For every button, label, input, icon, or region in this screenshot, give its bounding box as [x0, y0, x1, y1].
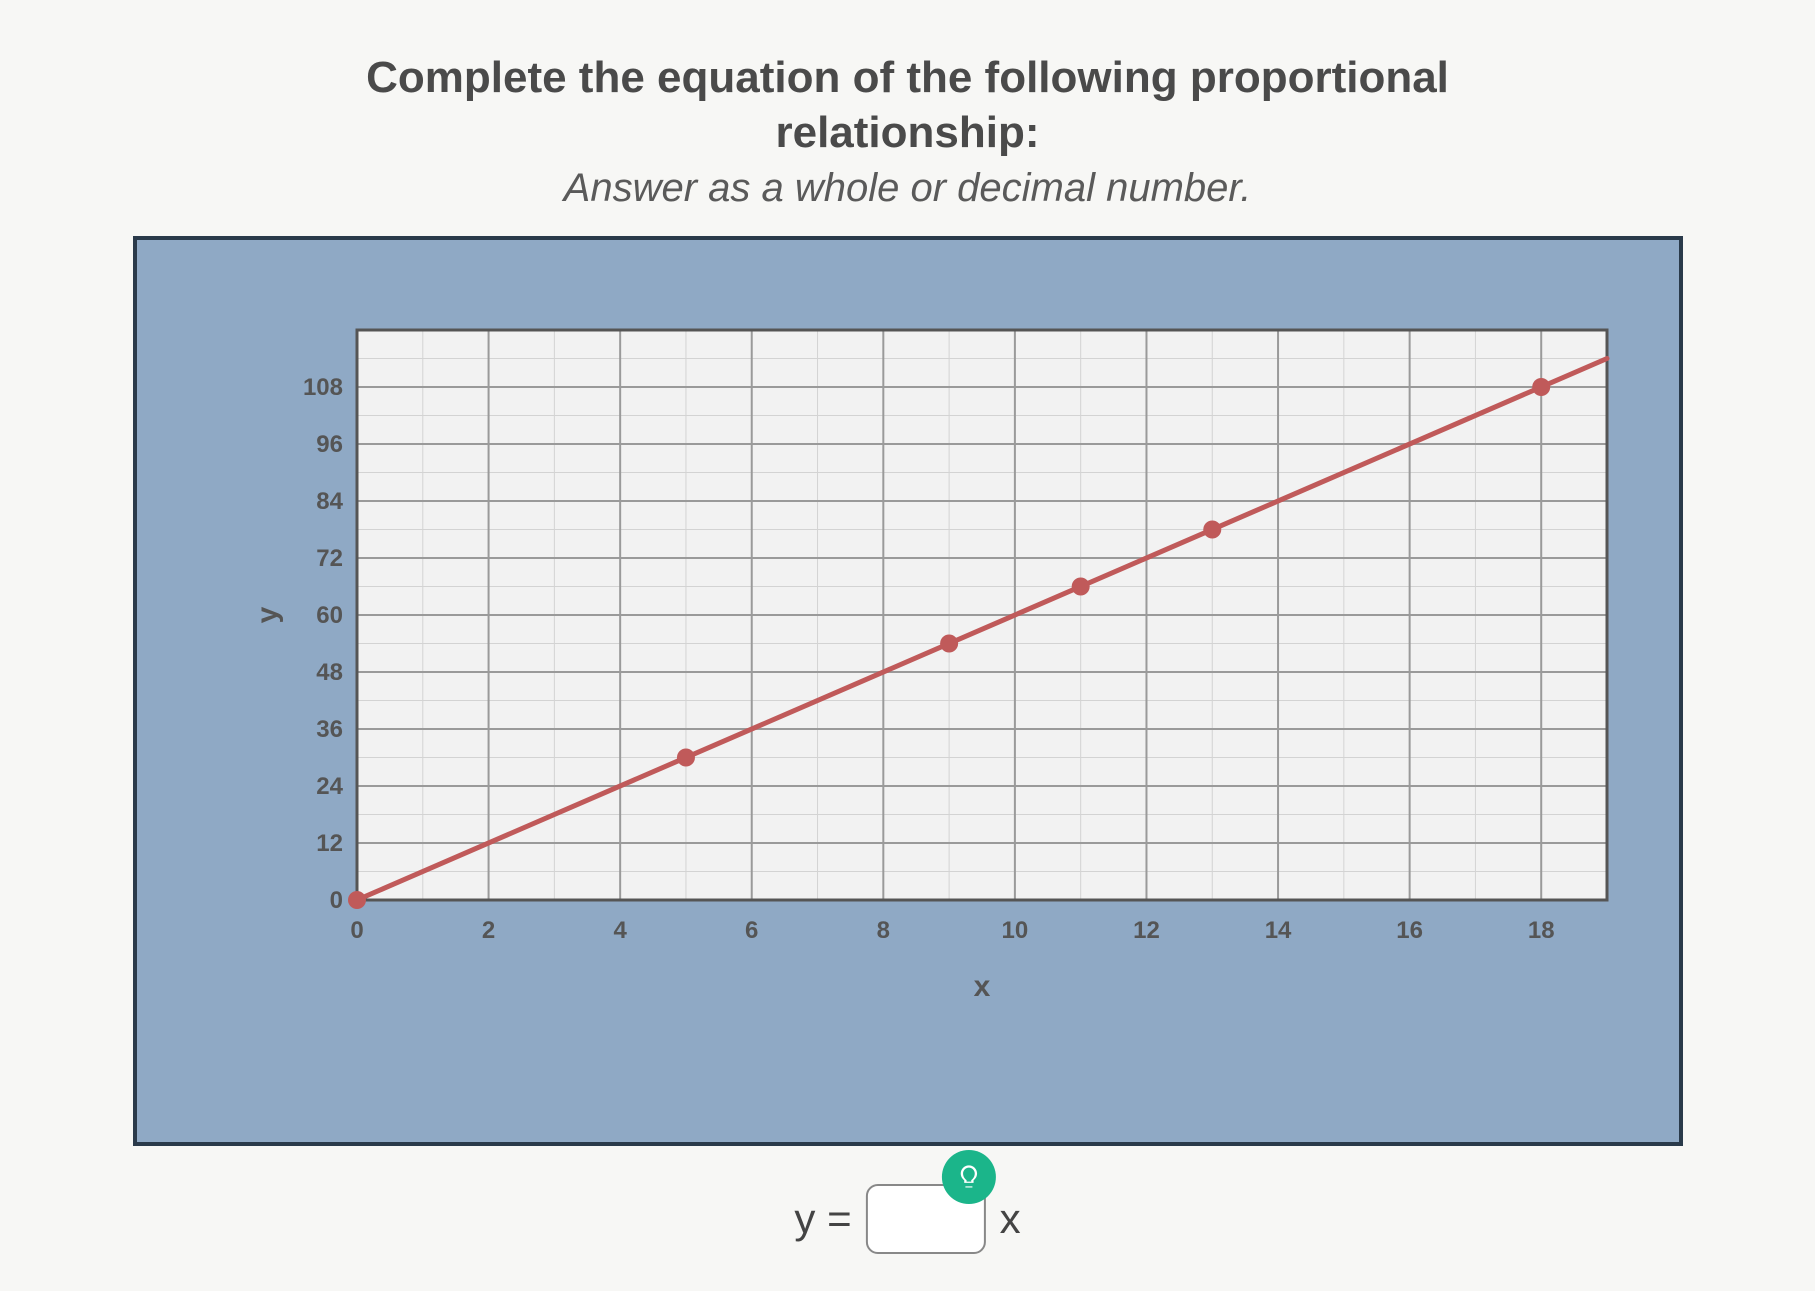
- x-tick-label: 0: [350, 917, 363, 944]
- data-point: [1071, 578, 1089, 596]
- y-tick-label: 108: [302, 374, 342, 401]
- y-tick-label: 60: [316, 602, 343, 629]
- y-tick-label: 48: [316, 659, 343, 686]
- question-block: Complete the equation of the following p…: [100, 50, 1715, 211]
- data-point: [676, 749, 694, 767]
- lightbulb-icon: [955, 1163, 983, 1191]
- question-subtext: Answer as a whole or decimal number.: [100, 166, 1715, 211]
- y-tick-label: 0: [329, 887, 342, 914]
- y-tick-label: 24: [316, 773, 343, 800]
- y-tick-label: 96: [316, 431, 343, 458]
- x-tick-label: 16: [1396, 917, 1423, 944]
- data-point: [1203, 521, 1221, 539]
- proportional-chart: 02468101214161801224364860728496108xy: [237, 310, 1637, 1010]
- hint-button[interactable]: [942, 1150, 996, 1204]
- x-tick-label: 6: [745, 917, 758, 944]
- x-tick-label: 18: [1527, 917, 1554, 944]
- data-point: [348, 891, 366, 909]
- y-tick-label: 84: [316, 488, 343, 515]
- x-tick-label: 10: [1001, 917, 1028, 944]
- x-tick-label: 2: [481, 917, 494, 944]
- equation-suffix: x: [1000, 1195, 1021, 1243]
- chart-panel: 02468101214161801224364860728496108xy: [133, 236, 1683, 1146]
- equation-prefix: y =: [794, 1195, 851, 1243]
- x-axis-label: x: [973, 970, 990, 1003]
- data-point: [1532, 378, 1550, 396]
- x-tick-label: 8: [876, 917, 889, 944]
- y-tick-label: 36: [316, 716, 343, 743]
- y-tick-label: 12: [316, 830, 343, 857]
- x-tick-label: 4: [613, 917, 627, 944]
- data-point: [940, 635, 958, 653]
- question-line-1: Complete the equation of the following p…: [100, 50, 1715, 105]
- y-tick-label: 72: [316, 545, 343, 572]
- question-line-2: relationship:: [100, 105, 1715, 160]
- equation-row: y = x: [794, 1184, 1020, 1254]
- chart-container: 02468101214161801224364860728496108xy: [237, 310, 1637, 1010]
- x-tick-label: 12: [1133, 917, 1160, 944]
- x-tick-label: 14: [1264, 917, 1291, 944]
- y-axis-label: y: [251, 606, 284, 623]
